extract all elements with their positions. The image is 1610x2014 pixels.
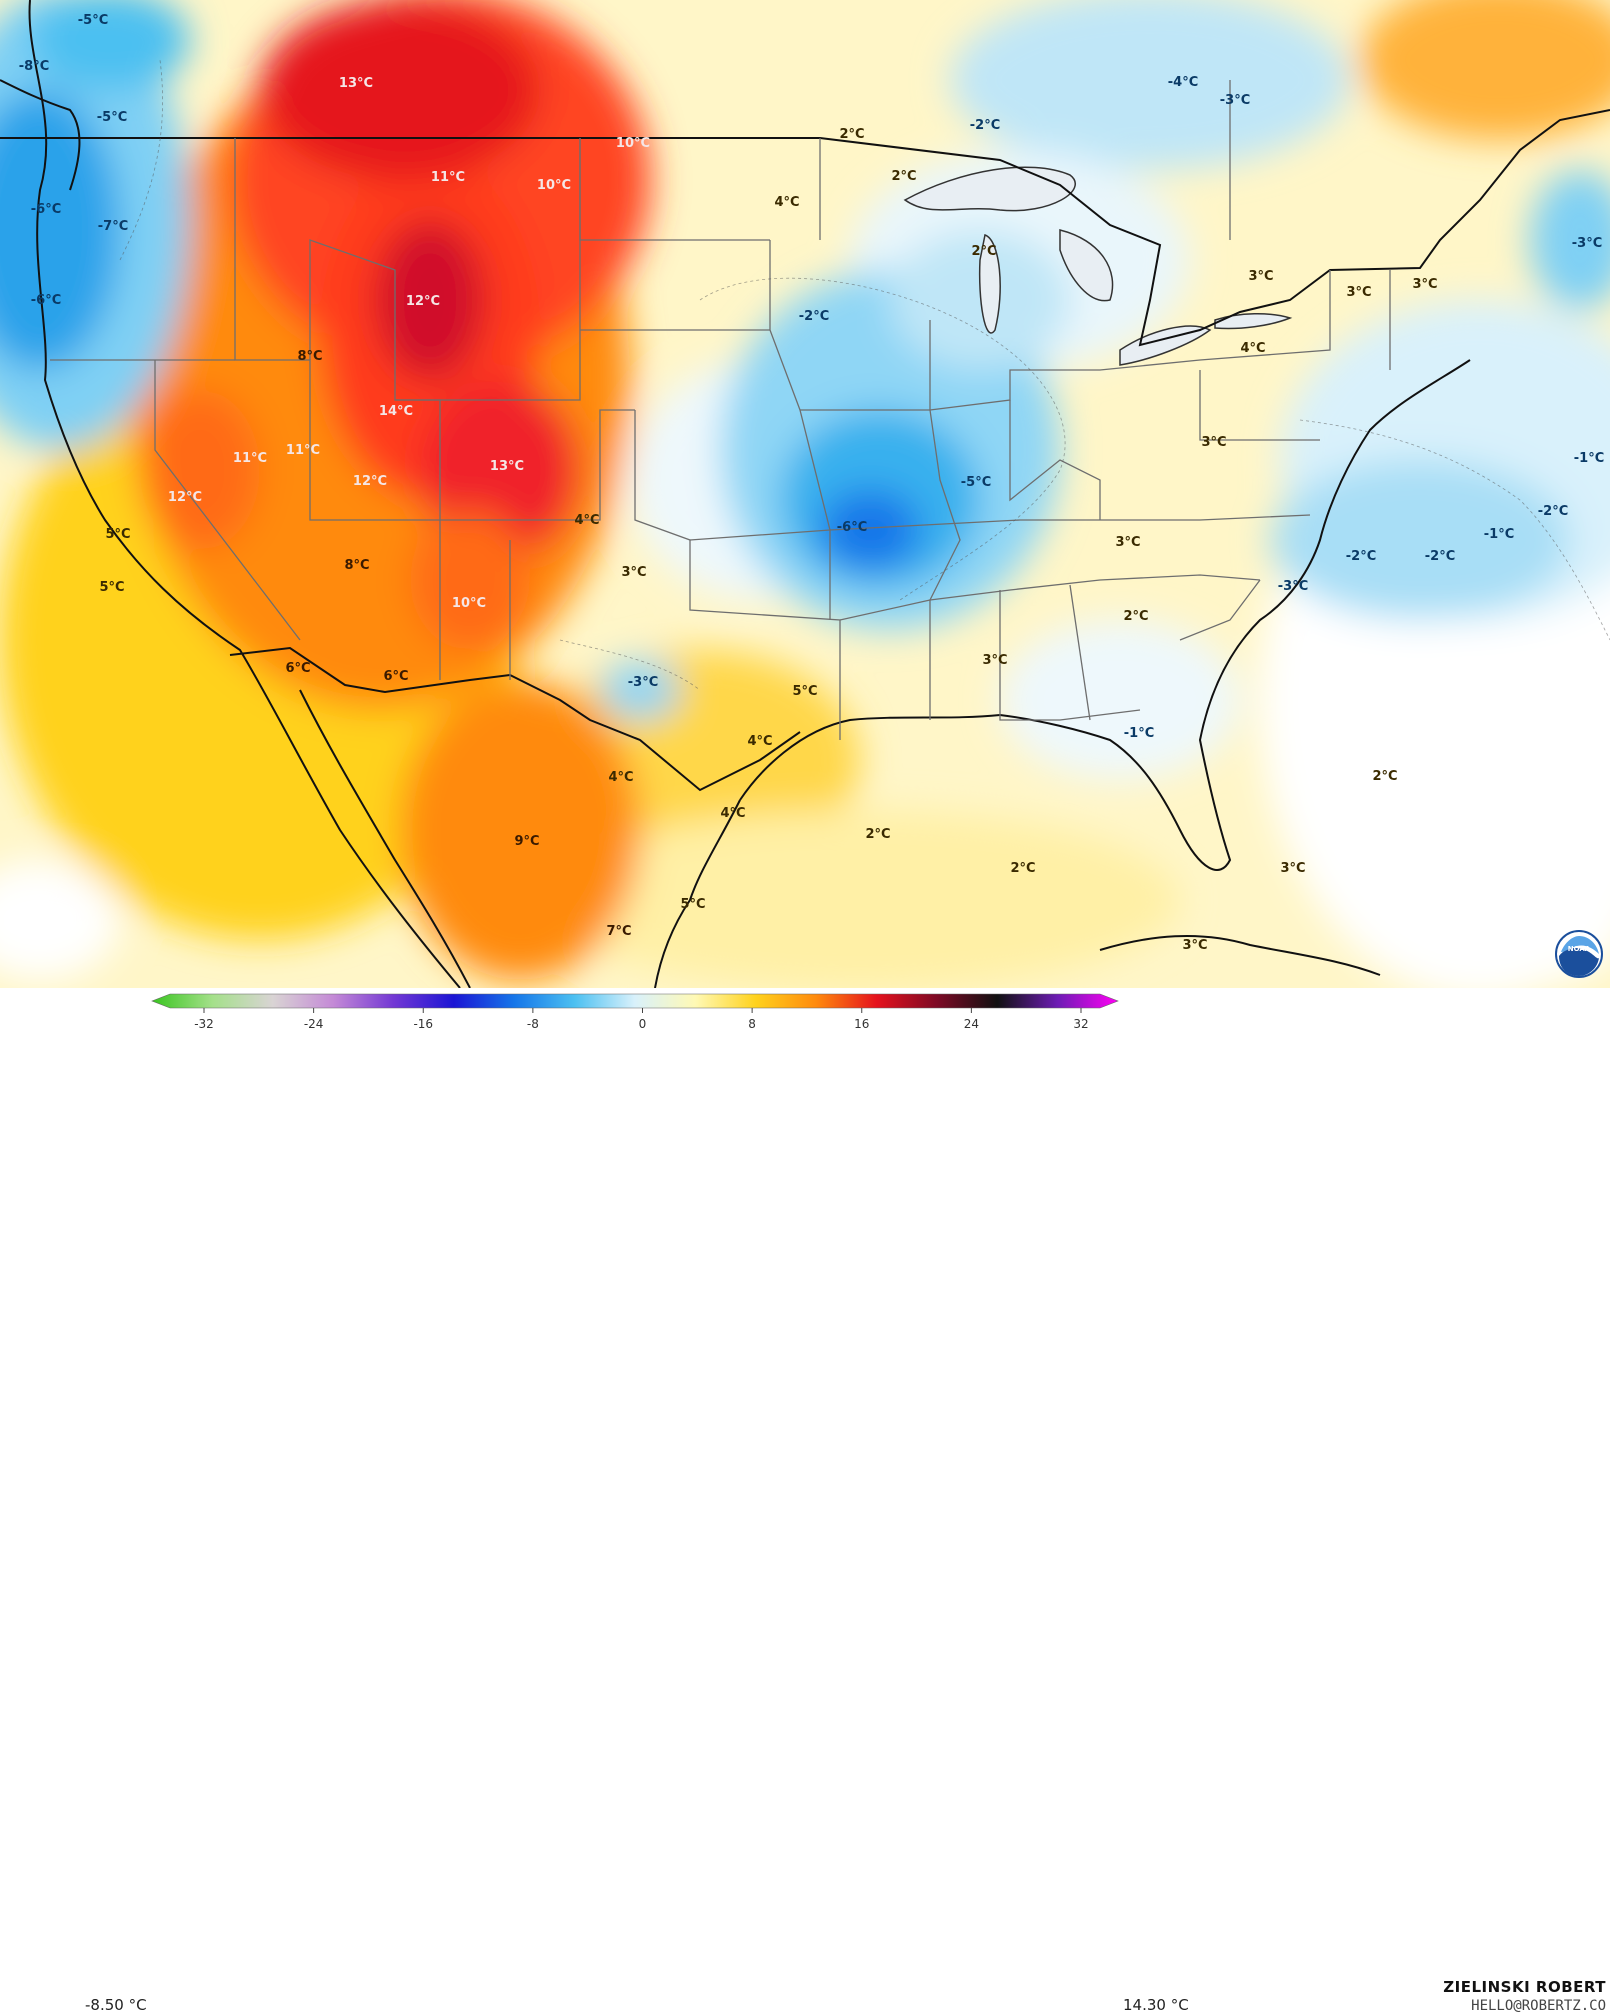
great-lakes xyxy=(903,166,1293,366)
temperature-label: -3°C xyxy=(1220,93,1250,108)
temperature-label: -1°C xyxy=(1484,527,1514,542)
temperature-label: 9°C xyxy=(514,834,539,849)
temperature-label: 3°C xyxy=(982,653,1007,668)
temperature-label: 3°C xyxy=(1182,938,1207,953)
temperature-label: 4°C xyxy=(574,513,599,528)
temperature-label: 11°C xyxy=(286,443,320,458)
temperature-label: 11°C xyxy=(431,170,465,185)
temperature-label: 3°C xyxy=(1115,535,1140,550)
temperature-label: 4°C xyxy=(608,770,633,785)
temperature-label: -2°C xyxy=(1346,549,1376,564)
legend-tick-label: 0 xyxy=(639,1017,647,1031)
temperature-label: 4°C xyxy=(1240,341,1265,356)
temperature-label: 14°C xyxy=(379,404,413,419)
temperature-label: 4°C xyxy=(720,806,745,821)
legend-tick-label: -24 xyxy=(304,1017,324,1031)
temperature-label: 7°C xyxy=(606,924,631,939)
temperature-label: -6°C xyxy=(837,520,867,535)
temperature-label: -6°C xyxy=(31,202,61,217)
temperature-label: -3°C xyxy=(1278,579,1308,594)
legend-tick-label: 32 xyxy=(1073,1017,1088,1031)
temperature-field xyxy=(0,0,1610,988)
temperature-label: -7°C xyxy=(98,219,128,234)
temperature-label: 8°C xyxy=(344,558,369,573)
legend-tick-label: 24 xyxy=(964,1017,979,1031)
temperature-label: 13°C xyxy=(490,459,524,474)
temperature-label: 6°C xyxy=(383,669,408,684)
temperature-label: 5°C xyxy=(680,897,705,912)
temperature-label: -3°C xyxy=(628,675,658,690)
noaa-logo-icon: NOAA xyxy=(1555,930,1603,978)
color-scale-bar: -32 -24 -16 -8 0 8 16 24 32 xyxy=(151,993,1119,1031)
temperature-label: 2°C xyxy=(1372,769,1397,784)
temperature-label: -4°C xyxy=(1168,75,1198,90)
temperature-label: 5°C xyxy=(99,580,124,595)
temperature-label: 3°C xyxy=(1201,435,1226,450)
temperature-label: 2°C xyxy=(971,244,996,259)
legend-tick-label: -16 xyxy=(413,1017,433,1031)
temperature-label: 10°C xyxy=(452,596,486,611)
temperature-label: 11°C xyxy=(233,451,267,466)
temperature-label: 2°C xyxy=(1123,609,1148,624)
temperature-label: -5°C xyxy=(961,475,991,490)
temperature-label: -2°C xyxy=(1538,504,1568,519)
temperature-label: 8°C xyxy=(297,349,322,364)
temperature-label: 4°C xyxy=(747,734,772,749)
temperature-label: -5°C xyxy=(78,13,108,28)
temperature-label: 13°C xyxy=(339,76,373,91)
legend-footer: -32 -24 -16 -8 0 8 16 24 32 -8.50 °C 14.30 °C ZI… xyxy=(0,988,1610,2014)
temperature-label: 10°C xyxy=(616,136,650,151)
temperature-label: 3°C xyxy=(1412,277,1437,292)
author-name: ZIELINSKI ROBERT xyxy=(1443,1978,1606,1996)
temperature-label: 6°C xyxy=(285,661,310,676)
legend-min-label: -8.50 °C xyxy=(85,1996,147,2014)
temperature-label: -1°C xyxy=(1124,726,1154,741)
legend-ticks: -32 -24 -16 -8 0 8 16 24 32 xyxy=(194,1008,1089,1031)
temperature-label: 2°C xyxy=(1010,861,1035,876)
temperature-label: -3°C xyxy=(1572,236,1602,251)
temperature-label: -6°C xyxy=(31,293,61,308)
temperature-label: 3°C xyxy=(1280,861,1305,876)
temperature-anomaly-map: -5°C -8°C -5°C -6°C -7°C -6°C 13°C 11°C 10°C 10°C… xyxy=(0,0,1610,988)
temperature-label: 3°C xyxy=(1248,269,1273,284)
temperature-label: 3°C xyxy=(621,565,646,580)
legend-tick-label: -8 xyxy=(527,1017,539,1031)
legend-tick-label: 16 xyxy=(854,1017,869,1031)
temperature-label: 4°C xyxy=(774,195,799,210)
contour-lines xyxy=(119,59,1610,691)
temperature-label: 2°C xyxy=(865,827,890,842)
temperature-label: -2°C xyxy=(1425,549,1455,564)
country-borders xyxy=(0,0,1610,988)
temperature-label: -2°C xyxy=(799,309,829,324)
temperature-label: 2°C xyxy=(891,169,916,184)
temperature-label: 10°C xyxy=(537,178,571,193)
temperature-label: -5°C xyxy=(97,110,127,125)
svg-text:NOAA: NOAA xyxy=(1568,945,1591,953)
legend-tick-label: -32 xyxy=(194,1017,214,1031)
temperature-label: -1°C xyxy=(1574,451,1604,466)
temperature-label: 12°C xyxy=(406,294,440,309)
temperature-label: -8°C xyxy=(19,59,49,74)
temperature-label: 2°C xyxy=(839,127,864,142)
temperature-label: 3°C xyxy=(1346,285,1371,300)
temperature-label: 12°C xyxy=(168,490,202,505)
legend-tick-label: 8 xyxy=(748,1017,756,1031)
temperature-label: 5°C xyxy=(792,684,817,699)
temperature-label: 12°C xyxy=(353,474,387,489)
temperature-labels: -5°C -8°C -5°C -6°C -7°C -6°C 13°C 11°C 10°C 10°C… xyxy=(19,13,1604,953)
temperature-label: 5°C xyxy=(105,527,130,542)
author-email: HELLO@ROBERTZ.CO xyxy=(1471,1998,1606,2014)
temperature-label: -2°C xyxy=(970,118,1000,133)
legend-max-label: 14.30 °C xyxy=(1123,1996,1189,2014)
state-lines xyxy=(50,80,1391,740)
